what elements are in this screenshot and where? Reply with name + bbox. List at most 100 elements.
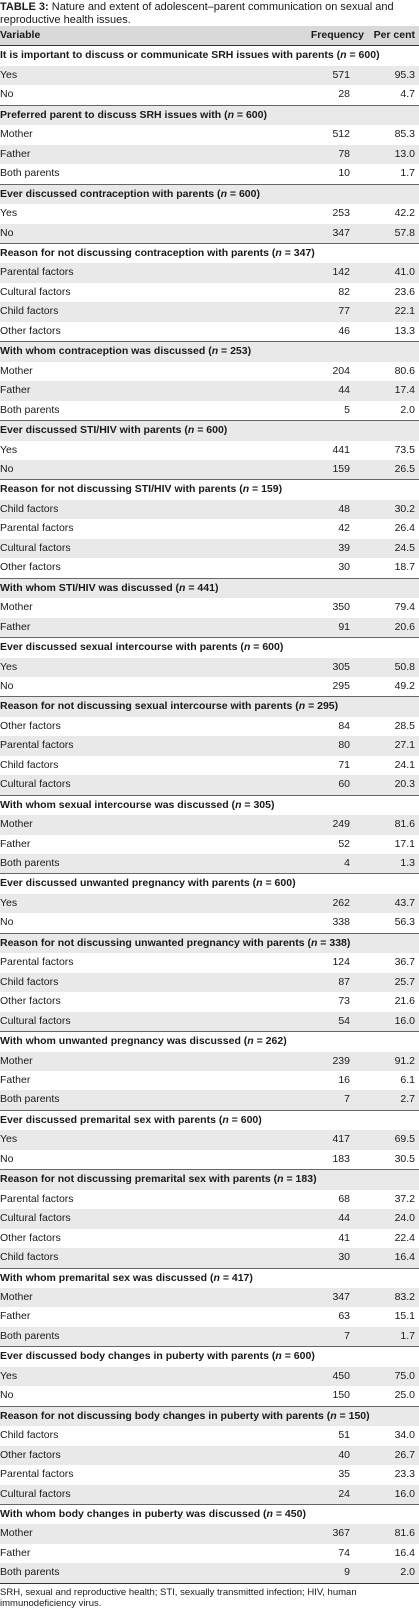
sexual-health-communication-table: Variable Frequency Per cent It is import…: [0, 26, 419, 1583]
section-header-row: It is important to discuss or communicat…: [0, 45, 419, 66]
row-percent: 24.5: [368, 538, 419, 559]
row-percent: 26.4: [394, 522, 415, 535]
row-percent: 27.1: [368, 736, 419, 756]
table-row: Mother 239 91.2: [0, 1051, 419, 1072]
row-percent: 13.0: [368, 144, 419, 165]
row-frequency: 91: [310, 617, 368, 638]
row-frequency: 44: [310, 381, 368, 401]
table-row: Mother 512 85.3: [0, 125, 419, 144]
section-header-row: With whom body changes in puberty was di…: [0, 1503, 419, 1525]
row-frequency: 7: [310, 1326, 368, 1347]
row-percent: 28.5: [394, 719, 415, 732]
table-header-row: Variable Frequency Per cent: [0, 26, 419, 47]
table-caption-label: TABLE 3:: [0, 1, 49, 13]
row-label: Yes: [0, 657, 310, 677]
table-row: No 338 56.3: [0, 913, 419, 933]
row-percent: 24.0: [368, 1209, 419, 1229]
section-header-row: Reason for not discussing unwanted pregn…: [0, 932, 419, 954]
row-label: Mother: [0, 1051, 310, 1072]
table-row: Both parents 7 2.7: [0, 1090, 419, 1111]
table-row: Child factors 71 24.1: [0, 756, 419, 775]
table-row: Child factors 48 30.2: [0, 499, 419, 520]
row-percent: 2.7: [368, 1090, 419, 1111]
table-row: Yes 253 42.2: [0, 204, 419, 223]
table-row: No 28 4.7: [0, 85, 419, 105]
sample-size-symbol: n: [266, 1507, 273, 1520]
table-row: Parental factors 142 41.0: [0, 263, 419, 283]
sample-size-symbol: n: [256, 877, 263, 890]
section-header-row: Reason for not discussing contraception …: [0, 242, 419, 264]
header-frequency: Frequency: [310, 26, 368, 47]
table-row: Yes 262 43.7: [0, 893, 419, 914]
row-label: Father: [0, 617, 310, 638]
row-frequency: 512: [332, 128, 350, 141]
row-percent: 2.0: [368, 1563, 419, 1583]
row-frequency: 35: [338, 1468, 350, 1481]
row-label: Parental factors: [0, 956, 74, 969]
table-row: Father 44 17.4: [0, 381, 419, 401]
section-title: With whom premarital sex was discussed (…: [0, 1267, 419, 1288]
row-percent: 17.4: [368, 381, 419, 401]
table-row: Father 91 20.6: [0, 617, 419, 638]
row-frequency: 183: [332, 1152, 350, 1165]
row-frequency: 52: [338, 837, 350, 850]
section-title: With whom STI/HIV was discussed (n = 441…: [0, 577, 419, 599]
row-percent: 16.0: [368, 1484, 419, 1505]
table-row: Father 78 13.0: [0, 144, 419, 165]
row-label: Cultural factors: [0, 285, 71, 298]
sample-size-symbol: n: [275, 246, 282, 259]
row-frequency: 441: [332, 443, 350, 456]
row-percent: 16.4: [368, 1248, 419, 1269]
row-label: Yes: [0, 1130, 310, 1150]
table-row: No 159 26.5: [0, 459, 419, 480]
table-row: Cultural factors 82 23.6: [0, 283, 419, 302]
row-percent: 43.7: [368, 893, 419, 914]
row-frequency: 350: [332, 601, 350, 614]
row-percent: 20.3: [368, 775, 419, 796]
row-frequency: 82: [338, 285, 350, 298]
table-row: Mother 367 81.6: [0, 1524, 419, 1544]
row-percent: 36.7: [394, 956, 415, 969]
row-frequency: 262: [310, 893, 368, 914]
row-label: No: [0, 1389, 14, 1402]
table-row: Father 63 15.1: [0, 1307, 419, 1326]
row-frequency: 124: [332, 956, 350, 969]
row-label: Other factors: [0, 324, 61, 337]
table-row: Other factors 30 18.7: [0, 558, 419, 578]
section-header-row: Reason for not discussing STI/HIV with p…: [0, 479, 419, 500]
section-header-row: Reason for not discussing premarital sex…: [0, 1169, 419, 1190]
sample-size-symbol: n: [211, 345, 219, 358]
row-label: Parental factors: [0, 263, 310, 283]
row-percent: 1.7: [400, 167, 415, 180]
row-percent: 4.7: [400, 88, 415, 101]
row-label: Cultural factors: [0, 775, 310, 796]
row-percent: 81.6: [368, 815, 419, 835]
row-percent: 30.5: [394, 1152, 415, 1165]
row-label: Mother: [0, 601, 33, 614]
table-footnote: SRH, sexual and reproductive health; STI…: [0, 1582, 419, 1609]
row-frequency: 10: [338, 167, 350, 180]
section-title: Ever discussed contraception with parent…: [0, 183, 419, 205]
row-percent: 83.2: [368, 1288, 419, 1308]
sample-size-symbol: n: [275, 1350, 282, 1363]
row-label: Father: [0, 1546, 31, 1559]
row-frequency: 204: [332, 364, 350, 377]
section-title: Reason for not discussing premarital sex…: [0, 1169, 419, 1190]
row-percent: 42.2: [394, 207, 415, 220]
section-header-row: Ever discussed contraception with parent…: [0, 183, 419, 205]
section-title: Reason for not discussing STI/HIV with p…: [0, 479, 419, 500]
row-percent: 20.6: [368, 617, 419, 638]
sample-size-symbol: n: [330, 1409, 337, 1422]
row-percent: 24.1: [394, 758, 415, 771]
sample-size-symbol: n: [310, 936, 318, 949]
row-label: Mother: [0, 364, 33, 377]
row-label: Father: [0, 837, 31, 850]
row-label: Other factors: [0, 561, 61, 574]
row-frequency: 80: [310, 736, 368, 756]
section-title: With whom unwanted pregnancy was discuss…: [0, 1031, 419, 1052]
row-frequency: 30: [310, 1248, 368, 1269]
row-label: Yes: [0, 443, 18, 456]
row-frequency: 7: [310, 1090, 368, 1111]
sample-size-symbol: n: [187, 424, 195, 437]
row-percent: 56.3: [394, 916, 415, 929]
